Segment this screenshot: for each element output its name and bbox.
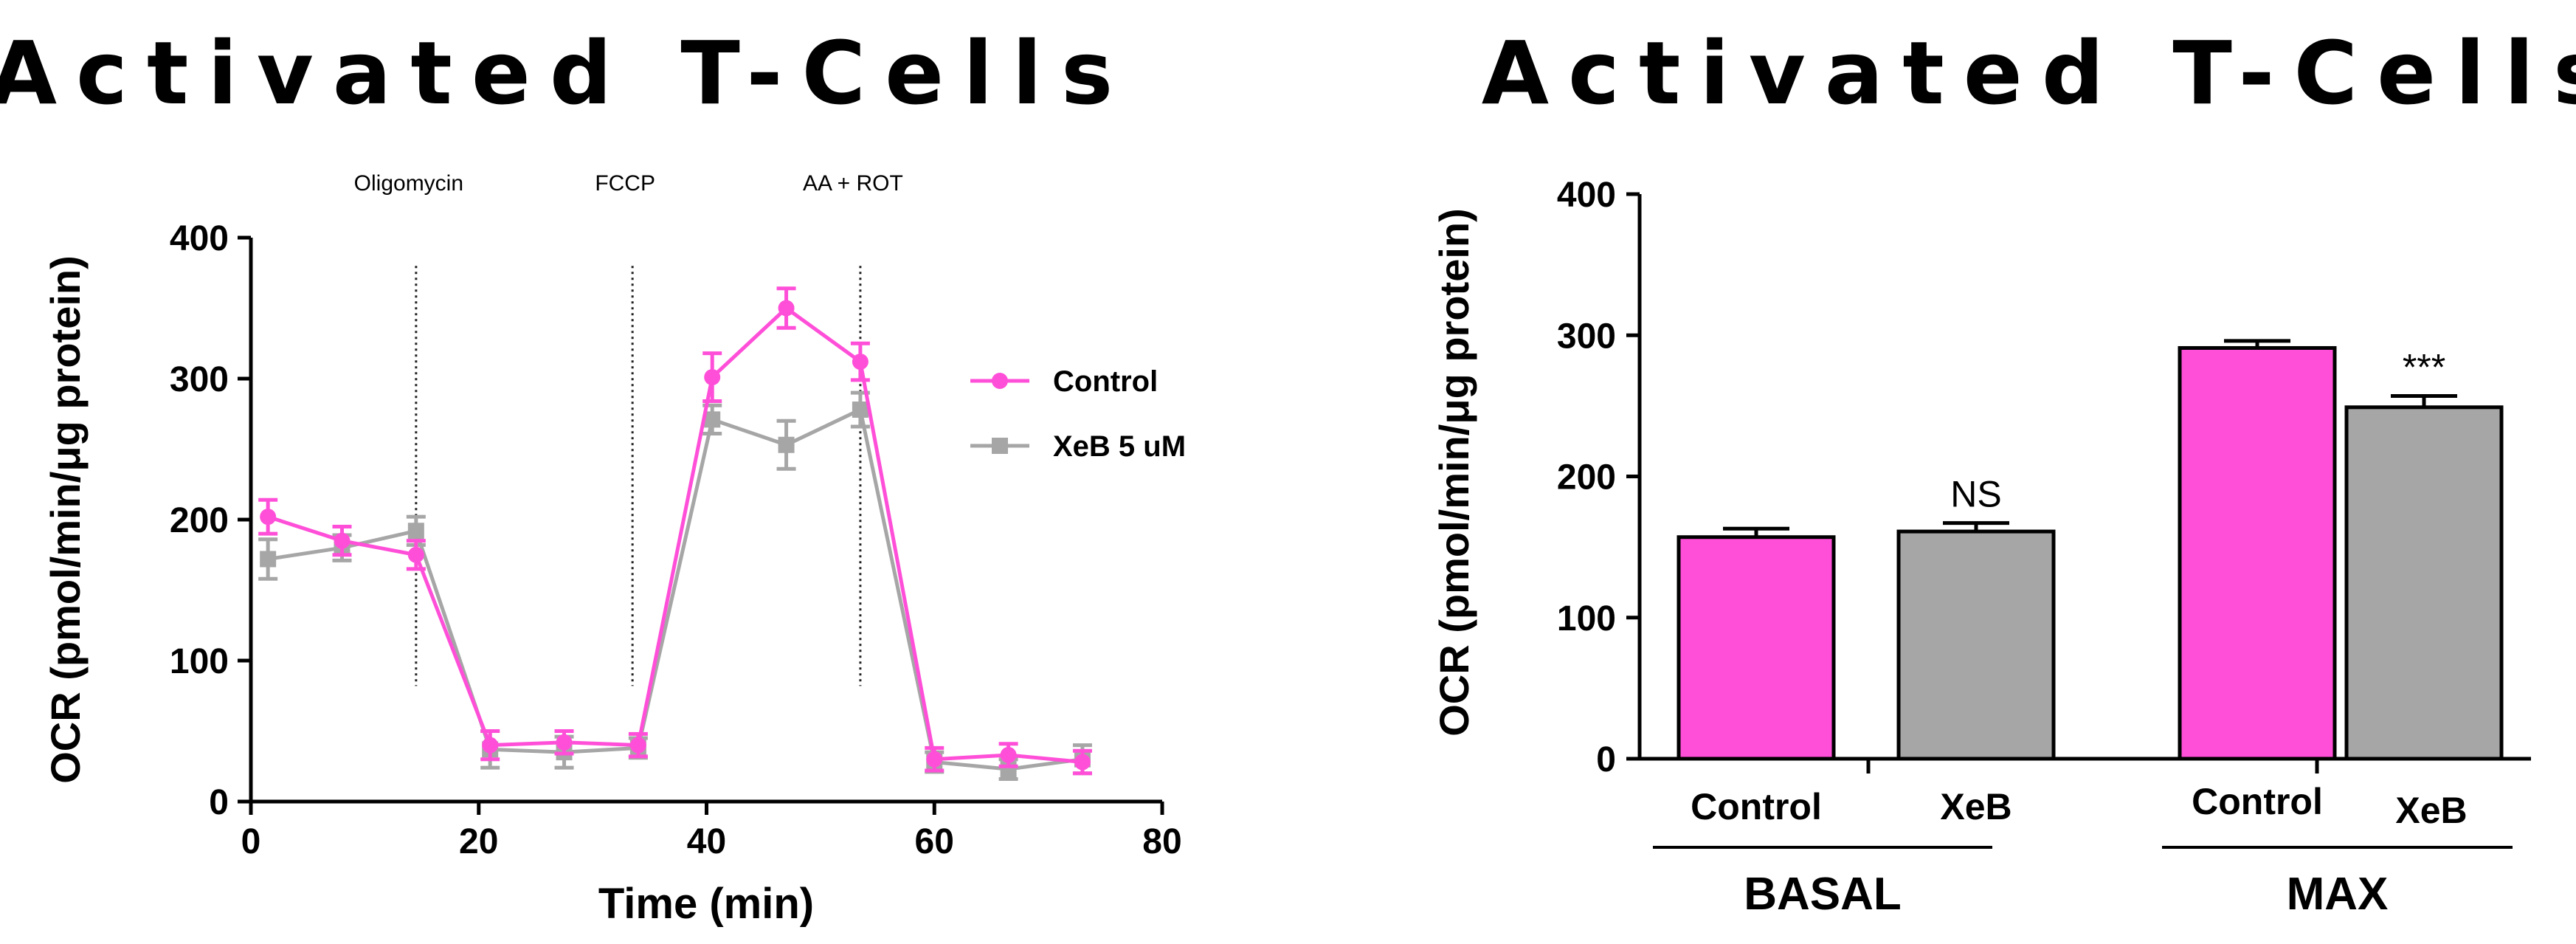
bar-chart-title: Activated T-Cells xyxy=(1482,22,2576,124)
line-chart-panel: Activated T-Cells Time (min) OCR (pmol/m… xyxy=(0,22,1186,928)
series-line xyxy=(267,407,1083,771)
y-tick-label: 200 xyxy=(1557,458,1616,497)
data-point xyxy=(260,551,277,568)
data-point xyxy=(704,411,721,428)
bar-chart-panel: Activated T-Cells OCR (pmol/min/μg prote… xyxy=(1431,22,2576,920)
y-tick-label: 100 xyxy=(170,642,229,681)
injection-label: Oligomycin xyxy=(354,171,463,196)
significance-label: *** xyxy=(2403,346,2445,387)
bar-control xyxy=(1677,535,1836,761)
data-point xyxy=(1074,754,1091,771)
group-label: BASAL xyxy=(1744,869,1902,920)
data-point xyxy=(629,737,646,754)
series-control xyxy=(258,286,1092,776)
series-line xyxy=(267,306,1083,765)
legend-marker xyxy=(992,373,1008,389)
x-tick-label: 20 xyxy=(459,822,498,861)
bar-control xyxy=(2178,345,2337,761)
bar-xeb xyxy=(2344,405,2504,761)
y-tick-label: 300 xyxy=(1557,317,1616,356)
data-point xyxy=(704,369,721,386)
legend-label: Control xyxy=(1053,365,1158,398)
injection-label: FCCP xyxy=(595,171,655,196)
category-label: XeB xyxy=(2395,790,2467,831)
y-tick-label: 100 xyxy=(1557,599,1616,638)
y-tick-label: 0 xyxy=(1596,740,1616,779)
series-xeb xyxy=(258,390,1092,781)
data-point xyxy=(852,354,869,371)
data-point xyxy=(556,734,573,751)
data-point xyxy=(260,509,277,526)
y-tick-label: 0 xyxy=(209,783,229,822)
x-tick-label: 60 xyxy=(915,822,954,861)
category-label: Control xyxy=(2192,781,2323,822)
bar-xeb xyxy=(1896,529,2056,761)
line-chart-x-label: Time (min) xyxy=(598,880,814,928)
data-point xyxy=(778,300,795,317)
y-tick-label: 200 xyxy=(170,501,229,540)
y-tick-label: 300 xyxy=(170,360,229,399)
data-point xyxy=(852,402,869,418)
x-tick-label: 0 xyxy=(241,822,261,861)
legend-label: XeB 5 uM xyxy=(1053,430,1186,463)
data-point xyxy=(778,436,795,453)
data-point xyxy=(1000,746,1017,763)
data-point xyxy=(334,532,351,549)
y-tick-label: 400 xyxy=(170,219,229,258)
data-point xyxy=(407,546,424,563)
injection-label: AA + ROT xyxy=(803,171,903,196)
significance-label: NS xyxy=(1950,474,2001,515)
data-point xyxy=(926,751,943,768)
category-label: Control xyxy=(1691,786,1822,827)
x-tick-label: 80 xyxy=(1142,822,1181,861)
line-chart-title: Activated T-Cells xyxy=(0,22,1132,124)
line-chart-legend: Control XeB 5 uM xyxy=(970,365,1186,463)
legend-marker xyxy=(992,438,1008,454)
category-label: XeB xyxy=(1940,786,2012,827)
line-chart-y-label: OCR (pmol/min/μg protein) xyxy=(42,255,89,784)
data-point xyxy=(407,523,424,540)
x-tick-label: 40 xyxy=(687,822,726,861)
group-label: MAX xyxy=(2287,869,2389,920)
bar-chart-y-label: OCR (pmol/min/μg protein) xyxy=(1431,208,1477,737)
y-tick-label: 400 xyxy=(1557,176,1616,215)
data-point xyxy=(482,737,499,754)
